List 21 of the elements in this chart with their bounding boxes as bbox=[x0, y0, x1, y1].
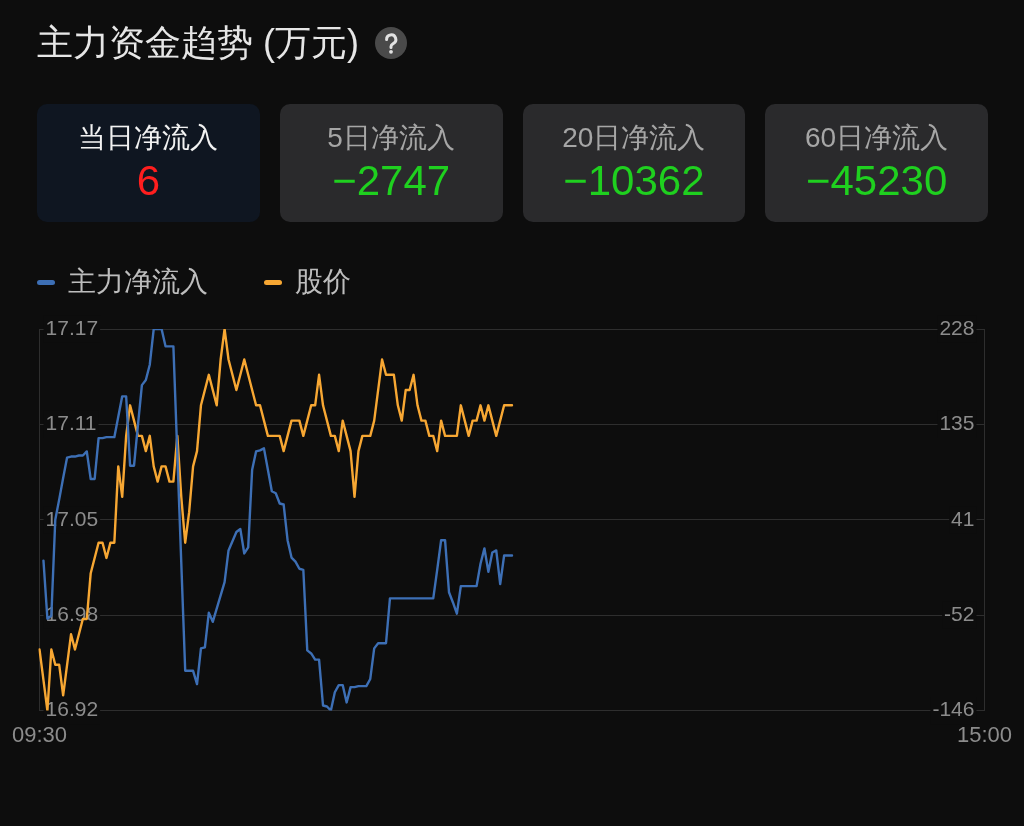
x-tick-label: 09:30 bbox=[12, 721, 68, 747]
legend-label: 股价 bbox=[295, 265, 351, 299]
y2-tick-label: -146 bbox=[932, 697, 975, 721]
category-label: 当日净流入 bbox=[78, 121, 219, 155]
y2-tick-label: 41 bbox=[951, 506, 975, 530]
y2-tick-label: 228 bbox=[939, 315, 975, 339]
text: 主力资金趋势 (万元) bbox=[37, 20, 359, 65]
data-label: −45230 bbox=[805, 157, 948, 205]
y-tick-label: 16.92 bbox=[45, 697, 99, 721]
category-label: 5日净流入 bbox=[327, 121, 455, 155]
y-tick-label: 17.11 bbox=[45, 411, 97, 435]
data-label: 6 bbox=[136, 157, 161, 205]
data-label: −2747 bbox=[332, 157, 451, 205]
legend-label: 主力净流入 bbox=[68, 265, 208, 299]
x-tick-label: 15:00 bbox=[956, 721, 1012, 747]
category-label: 60日净流入 bbox=[805, 121, 949, 155]
y2-tick-label: -52 bbox=[944, 602, 975, 625]
y2-tick-label: 135 bbox=[939, 411, 975, 435]
data-label: −10362 bbox=[563, 157, 705, 205]
y-tick-label: 17.17 bbox=[45, 315, 99, 339]
category-label: 20日净流入 bbox=[562, 121, 706, 155]
